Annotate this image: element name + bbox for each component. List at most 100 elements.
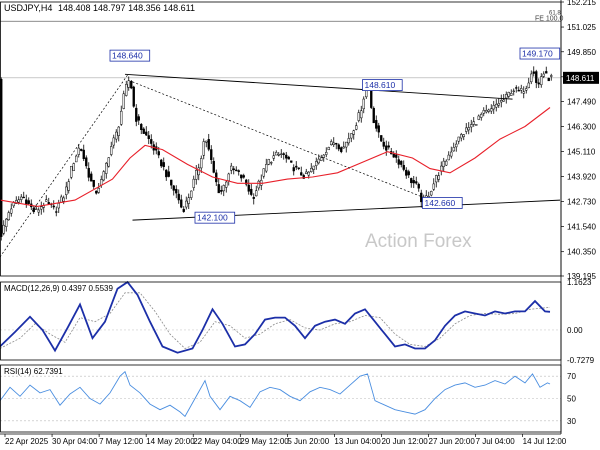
level-label-box bbox=[194, 211, 236, 224]
candle-body bbox=[332, 142, 335, 146]
candle-body bbox=[202, 141, 205, 156]
candle-body bbox=[160, 159, 163, 167]
price-tick-label: 145.110 bbox=[567, 148, 596, 157]
candle-body bbox=[17, 199, 20, 203]
level-label-box bbox=[362, 79, 403, 91]
rsi-panel[interactable]: RSI(14) 62.7391 bbox=[0, 367, 561, 422]
fib-label: FE 100.0 bbox=[535, 15, 564, 22]
candle-body bbox=[525, 88, 528, 91]
candle-body bbox=[112, 137, 115, 146]
ohlc-label: 148.408 148.797 148.356 148.611 bbox=[58, 3, 195, 13]
candle-body bbox=[335, 142, 338, 145]
candle-body bbox=[530, 73, 533, 83]
candle-body bbox=[355, 125, 358, 130]
candle-body bbox=[217, 184, 220, 194]
time-tick-label: 22 Apr 2025 bbox=[5, 437, 49, 446]
time-tick-label: 13 Jun 04:00 bbox=[334, 437, 381, 446]
candle-body bbox=[130, 81, 133, 89]
price-panel[interactable]: FE 100.061.8 148.640 148.610 142.100 142.660… bbox=[0, 10, 564, 258]
candle-body bbox=[195, 170, 198, 180]
candle-body bbox=[110, 146, 113, 155]
candle-body bbox=[92, 179, 95, 187]
candle-body bbox=[315, 161, 318, 166]
price-tick-label: 146.300 bbox=[567, 122, 596, 131]
candle-body bbox=[480, 114, 483, 118]
candle-body bbox=[140, 123, 143, 131]
candle-body bbox=[510, 93, 513, 96]
macd-panel[interactable]: MACD(12,26,9) 0.4397 0.5539 bbox=[0, 280, 561, 354]
candle-body bbox=[177, 193, 180, 201]
candle-body bbox=[150, 139, 153, 144]
candle-body bbox=[267, 159, 270, 165]
candle-body bbox=[197, 167, 200, 176]
candle-body bbox=[182, 208, 185, 212]
macd-tick-label: 0.00 bbox=[567, 326, 583, 335]
time-tick-label: 30 Apr 04:00 bbox=[52, 437, 98, 446]
candle-body bbox=[10, 208, 13, 214]
candle-body bbox=[135, 107, 138, 122]
candle-body bbox=[475, 124, 478, 126]
candle-body bbox=[455, 143, 458, 148]
price-tick-label: 147.490 bbox=[567, 97, 596, 106]
candle-body bbox=[212, 160, 215, 173]
candle-body bbox=[292, 167, 295, 172]
time-tick-label: 14 May 20:00 bbox=[146, 437, 195, 446]
last-price-tag bbox=[563, 71, 599, 84]
candle-body bbox=[102, 171, 105, 181]
level-label: 142.660 bbox=[425, 198, 456, 208]
candle-body bbox=[415, 181, 418, 184]
candle-body bbox=[370, 87, 373, 108]
candle-body bbox=[272, 155, 275, 159]
candle-body bbox=[142, 128, 145, 134]
candle-body bbox=[277, 154, 280, 156]
macd-main-line bbox=[0, 280, 551, 354]
candle-body bbox=[395, 154, 398, 158]
candle-body bbox=[100, 179, 103, 186]
candle-body bbox=[185, 200, 188, 208]
level-label-box bbox=[109, 49, 151, 62]
candle-body bbox=[362, 98, 365, 110]
candle-body bbox=[52, 205, 55, 208]
candle-body bbox=[20, 196, 23, 200]
candle-body bbox=[122, 93, 125, 109]
candle-body bbox=[90, 173, 93, 182]
candle-body bbox=[527, 82, 530, 88]
candle-body bbox=[457, 136, 460, 142]
candle-body bbox=[220, 190, 223, 192]
level-label: 142.100 bbox=[197, 213, 228, 223]
moving-average-line bbox=[0, 107, 551, 207]
candle-body bbox=[67, 181, 70, 191]
time-tick-label: 14 Jul 12:00 bbox=[523, 437, 567, 446]
candle-body bbox=[352, 130, 355, 135]
candle-body bbox=[517, 89, 520, 92]
candle-body bbox=[490, 108, 493, 112]
rsi-tick-label: 30 bbox=[567, 417, 576, 426]
watermark: Action Forex bbox=[365, 231, 472, 252]
candle-body bbox=[532, 71, 535, 74]
candle-body bbox=[430, 191, 433, 196]
candle-body bbox=[340, 147, 343, 153]
candle-body bbox=[22, 196, 25, 199]
candle-body bbox=[435, 175, 438, 183]
candle-body bbox=[407, 171, 410, 176]
candle-body bbox=[522, 91, 525, 94]
candle-body bbox=[245, 179, 248, 185]
candle-body bbox=[507, 92, 510, 97]
candle-body bbox=[297, 167, 300, 170]
macd-tick-label: 1.1623 bbox=[567, 278, 592, 287]
candle-body bbox=[15, 200, 18, 204]
candle-body bbox=[317, 158, 320, 164]
candle-body bbox=[397, 159, 400, 165]
time-tick-label: 29 May 12:00 bbox=[240, 437, 289, 446]
candle-body bbox=[180, 199, 183, 208]
candle-body bbox=[472, 121, 475, 125]
candle-body bbox=[382, 141, 385, 147]
candle-body bbox=[512, 90, 515, 92]
candle-body bbox=[257, 180, 260, 189]
candle-body bbox=[295, 165, 298, 168]
candle-body bbox=[505, 94, 508, 99]
candle-body bbox=[400, 160, 403, 165]
candle-body bbox=[85, 157, 88, 167]
